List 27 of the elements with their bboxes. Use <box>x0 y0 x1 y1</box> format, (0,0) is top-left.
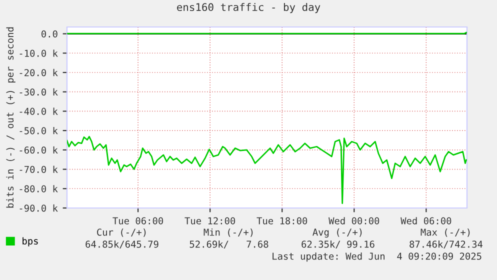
x-tick-label: Tue 06:00 <box>112 217 164 224</box>
text: 52.69k/ 7.68 <box>190 240 268 249</box>
text: 87.46k/742.34 <box>410 240 483 249</box>
y-tick-label: -20.0 k <box>20 68 58 76</box>
y-tick-label: -50.0 k <box>20 127 58 134</box>
x-tick-label: Wed 00:00 <box>328 217 380 224</box>
legend-label: bps <box>22 237 38 246</box>
y-tick-label: -90.0 k <box>20 204 58 212</box>
x-tick-label: Tue 12:00 <box>184 217 236 224</box>
text: Min (-/+) <box>204 228 253 237</box>
text: Last update: Wed Jun 4 09:20:09 2025 <box>272 252 482 262</box>
y-tick-label: -40.0 k <box>20 108 58 115</box>
y-tick-label: -10.0 k <box>20 50 58 57</box>
y-tick-label: -80.0 k <box>20 185 58 192</box>
text: Avg (-/+) <box>312 228 362 238</box>
y-tick-label: -60.0 k <box>20 146 58 154</box>
x-tick-label: Tue 18:00 <box>256 217 308 224</box>
text: Cur (-/+) <box>97 228 146 237</box>
y-tick-label: -30.0 k <box>20 88 58 96</box>
y-tick-label: -70.0 k <box>20 166 58 174</box>
chart-title: ens160 traffic - by day <box>177 2 320 14</box>
text: Max (-/+) <box>420 228 470 237</box>
y-axis-title: bits in (-) / out (+) per second <box>6 27 16 208</box>
x-tick-label: Wed 06:00 <box>400 217 452 224</box>
y-tick-label: 0.0 <box>42 30 58 38</box>
text: 62.35k/ 99.16 <box>302 240 374 249</box>
text: 64.85k/645.79 <box>86 240 158 249</box>
